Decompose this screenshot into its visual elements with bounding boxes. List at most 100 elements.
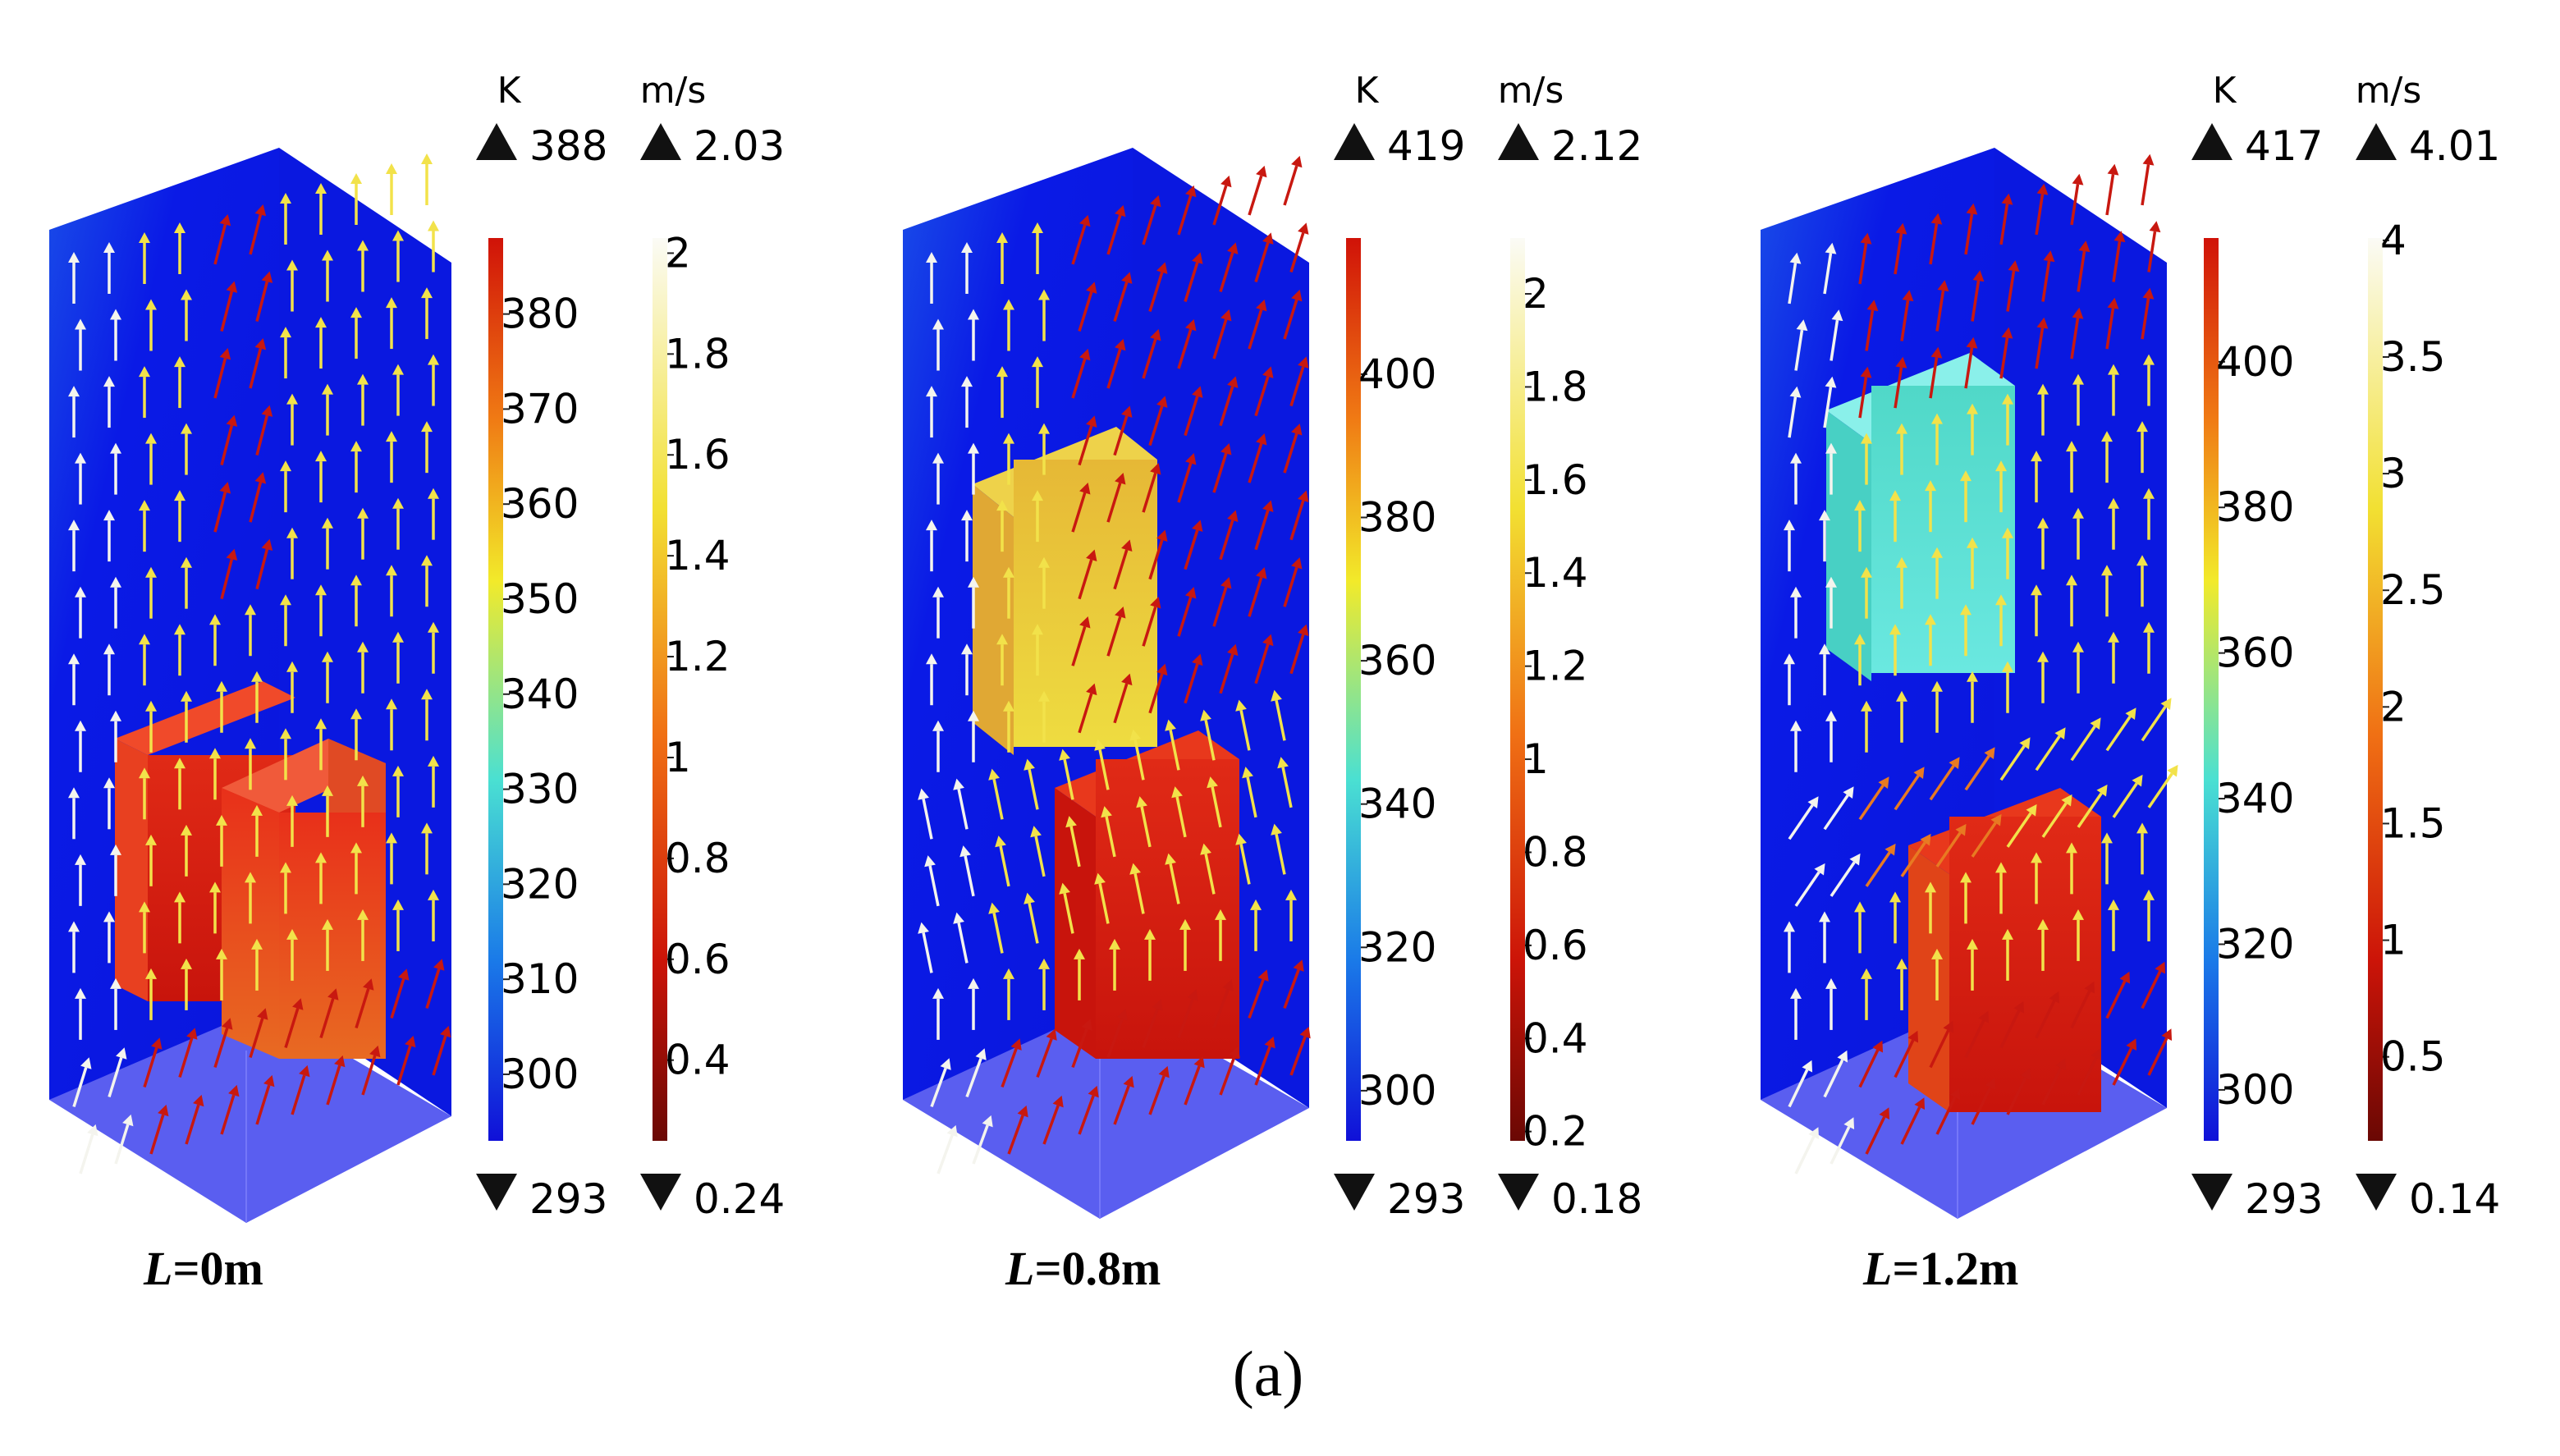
max-triangle-icon (2191, 123, 2233, 160)
colorbar-tick-label: 330 (501, 766, 579, 813)
max-triangle-icon (2356, 123, 2397, 160)
colorbar-tick-label: 1.2 (665, 633, 730, 680)
colorbar-tick-label: 1.2 (1523, 643, 1588, 690)
colorbar-tick-label: 0.8 (665, 835, 730, 882)
velocity-colorbar: m/s 2.12 2 1.8 1.6 1.4 1.2 1 0.8 0.6 0.4 0.2 0.18 (1498, 70, 1643, 1223)
colorbar-unit: K (1355, 70, 1380, 112)
max-triangle-icon (640, 123, 681, 160)
max-triangle-icon (476, 123, 517, 160)
colorbar-tick-label: 300 (501, 1051, 579, 1098)
colorbar-gradient (1510, 238, 1525, 1141)
colorbar-max: 417 (2245, 122, 2323, 170)
colorbar-tick-label: 1.8 (665, 330, 730, 378)
velocity-colorbar: m/s 4.014 3.5 3 2.5 2 1.5 1 0.5 0.14 (2356, 70, 2501, 1223)
colorbar-tick-label: 400 (1358, 350, 1436, 398)
colorbar-tick-label: 340 (501, 671, 579, 718)
case-variable: L (143, 1242, 172, 1295)
case-value: =1.2m (1892, 1242, 2018, 1295)
colorbar-tick-label: 0.8 (1523, 828, 1588, 876)
colorbar-tick-label: 320 (2216, 920, 2294, 968)
colorbar-gradient (1346, 238, 1361, 1141)
colorbar-tick-label: 1.6 (665, 431, 730, 478)
colorbar-gradient (488, 238, 503, 1141)
heater-block-upper (1826, 353, 2015, 681)
min-triangle-icon (2356, 1174, 2397, 1211)
case-value: =0m (172, 1242, 263, 1295)
colorbar-unit: K (2213, 70, 2237, 112)
colorbar-tick-label: 1.6 (1523, 456, 1588, 504)
colorbar-tick-label: 3.5 (2380, 333, 2446, 381)
colorbar-tick-label: 0.6 (665, 936, 730, 983)
panel-label: L=1.2m (1862, 1242, 2018, 1295)
velocity-arrows (918, 155, 1311, 1174)
colorbar-tick-label: 380 (1358, 493, 1436, 541)
colorbars: K388380370360350340330320310300293m/s2.0… (476, 70, 2500, 1223)
colorbar-tick-label: 1.4 (1523, 549, 1588, 597)
colorbar-tick-label: 1 (1523, 735, 1549, 783)
colorbar-tick-label: 360 (501, 480, 579, 528)
colorbar-tick-label: 360 (1358, 637, 1436, 685)
velocity-arrows (68, 153, 451, 1174)
colorbar-min: 0.24 (694, 1175, 785, 1223)
case-variable: L (1005, 1242, 1034, 1295)
colorbar-tick-label: 360 (2216, 630, 2294, 677)
colorbar-gradient (2204, 238, 2219, 1141)
colorbar-unit: m/s (640, 70, 707, 112)
min-triangle-icon (1334, 1174, 1375, 1211)
colorbar-tick-label: 300 (2216, 1066, 2294, 1114)
colorbar-gradient (2368, 238, 2383, 1141)
colorbar-tick-label: 3 (2380, 450, 2407, 497)
velocity-colorbar: m/s 2.03 2 1.8 1.6 1.4 1.2 1 0.8 0.6 0.4 0.24 (640, 70, 785, 1223)
colorbar-max: 388 (529, 122, 607, 170)
colorbar-unit: m/s (1498, 70, 1564, 112)
colorbar-tick-label: 2 (2380, 683, 2407, 730)
colorbar-max: 419 (1387, 122, 1465, 170)
min-triangle-icon (640, 1174, 681, 1211)
colorbar-tick-label: 350 (501, 575, 579, 623)
panel-L08: L=0.8m (903, 148, 1311, 1295)
colorbar-tick-label: 0.2 (1523, 1108, 1588, 1156)
colorbar-tick-label: 0.4 (665, 1037, 730, 1084)
panel-label: L=0.8m (1005, 1242, 1161, 1295)
svg-text:L=0.8m: L=0.8m (1005, 1242, 1161, 1295)
svg-text:L=0m: L=0m (143, 1242, 263, 1295)
heater-block-lower (1908, 788, 2101, 1112)
colorbar-tick-label: 370 (501, 385, 579, 433)
case-value: =0.8m (1034, 1242, 1161, 1295)
colorbar-min: 0.14 (2409, 1175, 2500, 1223)
colorbar-tick-label: 340 (2216, 775, 2294, 822)
colorbar-tick-label: 380 (501, 291, 579, 338)
max-triangle-icon (1334, 123, 1375, 160)
colorbar-min: 293 (2245, 1175, 2323, 1223)
colorbar-max: 4.01 (2409, 122, 2500, 170)
colorbar-min: 293 (1387, 1175, 1465, 1223)
colorbar-tick-label: 0.6 (1523, 922, 1588, 969)
colorbar-tick-label: 4 (2380, 217, 2407, 264)
velocity-arrows (1784, 153, 2178, 1174)
colorbar-unit: m/s (2356, 70, 2422, 112)
min-triangle-icon (1498, 1174, 1539, 1211)
colorbar-max: 2.03 (694, 122, 785, 170)
colorbar-tick-label: 340 (1358, 781, 1436, 828)
colorbar-tick-label: 0.5 (2380, 1033, 2446, 1081)
colorbar-tick-label: 2 (1523, 270, 1549, 318)
case-variable: L (1862, 1242, 1892, 1295)
colorbar-tick-label: 320 (501, 860, 579, 908)
heater-block-lower (1055, 730, 1239, 1059)
colorbar-max: 2.12 (1551, 122, 1642, 170)
colorbar-tick-label: 2.5 (2380, 566, 2446, 614)
colorbar-tick-label: 1 (2380, 917, 2407, 964)
colorbar-tick-label: 1.4 (665, 532, 730, 579)
svg-text:L=1.2m: L=1.2m (1862, 1242, 2018, 1295)
colorbar-gradient (653, 238, 667, 1141)
colorbar-tick-label: 0.4 (1523, 1014, 1588, 1062)
min-triangle-icon (476, 1174, 517, 1211)
colorbar-unit: K (497, 70, 522, 112)
panel-L12: L=1.2m (1761, 148, 2178, 1295)
